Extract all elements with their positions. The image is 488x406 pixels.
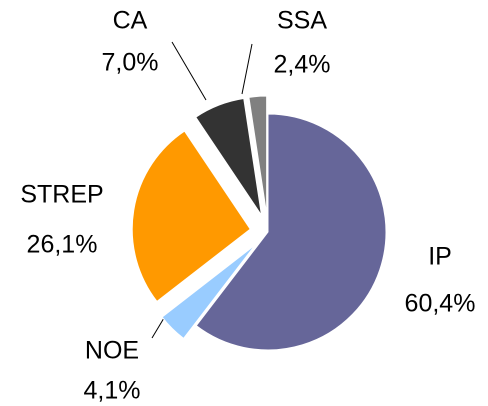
slice-value-label: 60,4% [405,290,476,318]
pie-slice [161,244,256,340]
slice-value-label: 7,0% [102,49,159,77]
slice-value-label: 2,4% [274,51,331,79]
slice-label: IP [428,243,452,271]
pie-slice [195,113,387,351]
slice-value-label: 4,1% [84,377,141,405]
pie-slice [131,130,251,303]
slice-value-label: 26,1% [27,231,98,259]
slice-label: NOE [85,337,139,365]
slice-label: STREP [20,181,103,209]
leader-line [241,43,253,95]
leader-line [151,317,165,339]
pie-slice [195,97,262,216]
slice-label: SSA [277,7,327,35]
leader-line [171,41,207,101]
slice-label: CA [113,7,148,35]
pie-slice [248,95,268,215]
